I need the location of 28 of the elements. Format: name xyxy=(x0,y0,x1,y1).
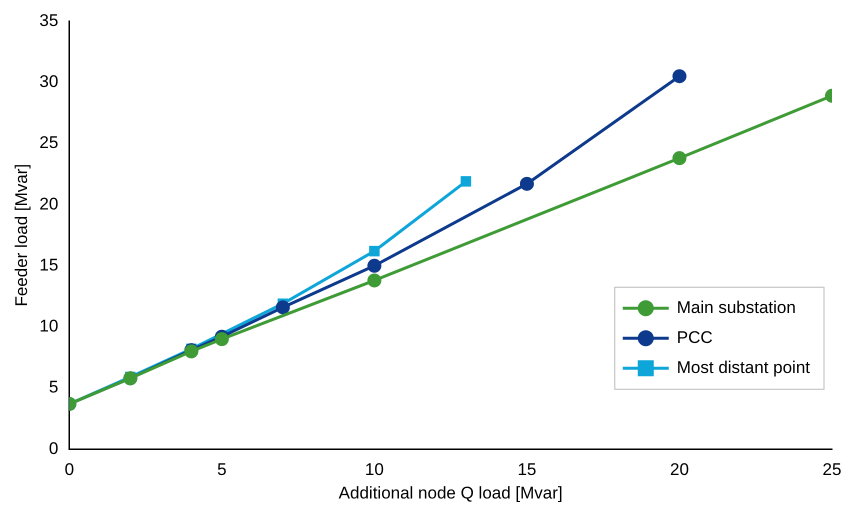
point xyxy=(367,273,382,288)
point xyxy=(672,69,686,84)
y-tick-label: 30 xyxy=(39,72,58,92)
y-tick-label: 35 xyxy=(39,10,58,30)
x-tick-label: 5 xyxy=(217,460,227,480)
legend-label: Most distant point xyxy=(676,358,810,377)
y-tick-label: 0 xyxy=(48,438,58,458)
x-tick-label: 20 xyxy=(670,460,689,480)
y-tick-label: 10 xyxy=(39,316,58,336)
point xyxy=(214,332,229,346)
legend-label: PCC xyxy=(676,328,713,347)
point xyxy=(520,176,534,191)
y-tick-label: 5 xyxy=(48,378,58,397)
x-tick-label: 0 xyxy=(64,460,74,480)
point xyxy=(367,258,382,273)
x-tick-label: 10 xyxy=(364,460,384,480)
point xyxy=(460,176,472,187)
point xyxy=(276,300,290,314)
x-tick-label: 15 xyxy=(517,460,536,480)
x-axis-title: Additional node Q load [Mvar] xyxy=(338,483,563,502)
y-tick-label: 25 xyxy=(39,133,58,152)
y-tick-label: 20 xyxy=(39,194,58,214)
legend-label: Main substation xyxy=(676,298,796,317)
y-axis-title: Feeder load [Mvar] xyxy=(12,164,31,307)
y-tick-label: 15 xyxy=(39,255,58,274)
point xyxy=(672,151,686,166)
x-tick-label: 25 xyxy=(822,460,842,480)
point xyxy=(369,246,380,256)
